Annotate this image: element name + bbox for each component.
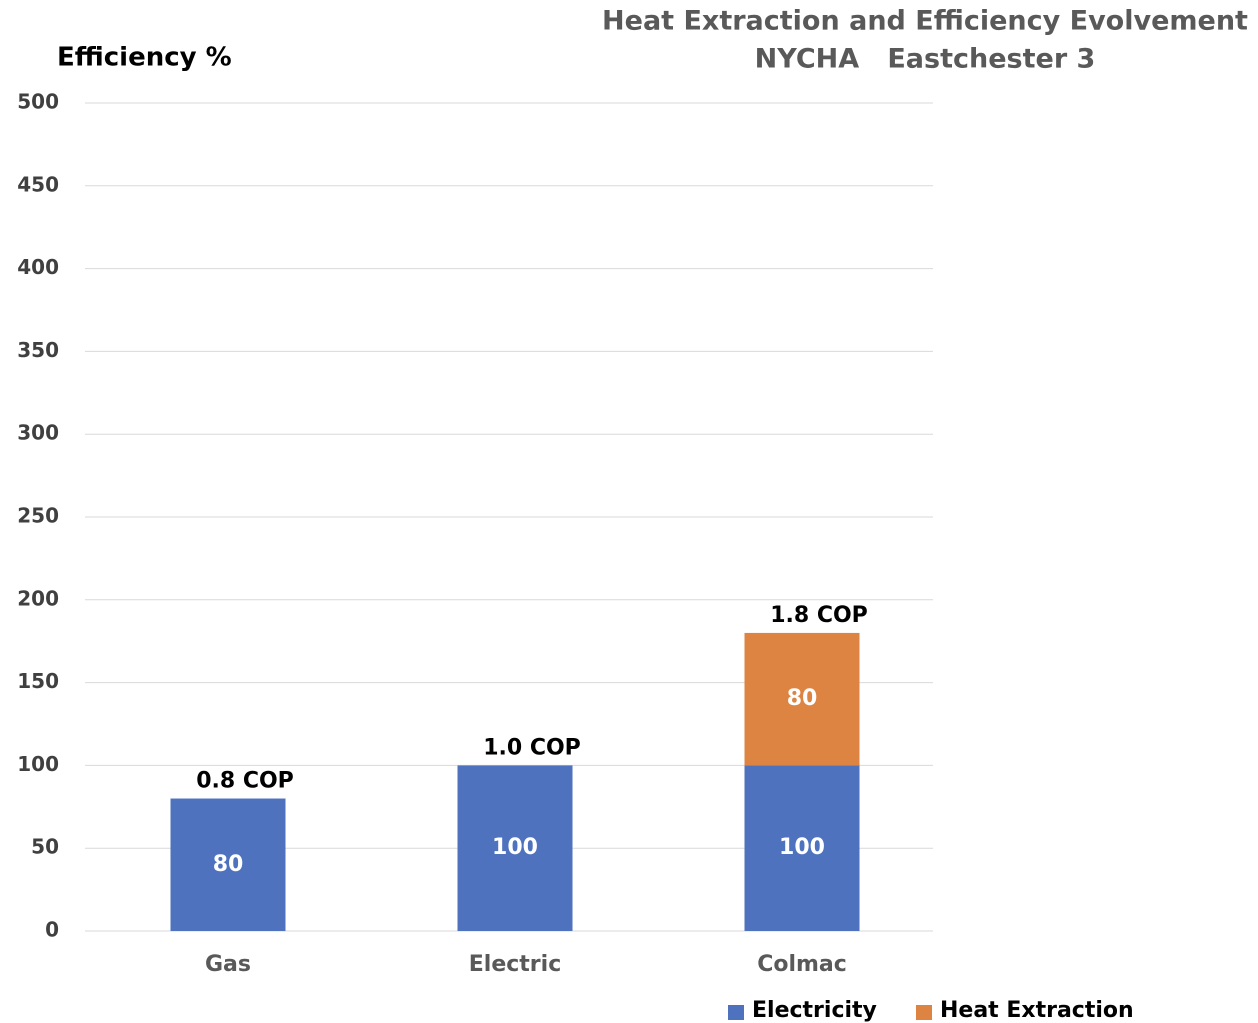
data-label: 100 (779, 835, 825, 860)
bar-segment (744, 765, 860, 931)
annotation: 0.8 COP (196, 769, 294, 794)
y-tick-label: 200 (17, 586, 59, 610)
data-label: 80 (787, 686, 818, 711)
y-tick-label: 350 (17, 338, 59, 362)
legend-swatch (728, 1005, 744, 1020)
legend-label: Heat Extraction (940, 998, 1134, 1023)
y-tick-label: 300 (17, 421, 59, 445)
annotation: 1.0 COP (483, 735, 581, 760)
legend-swatch (916, 1005, 932, 1020)
x-tick-label: Gas (205, 952, 251, 977)
chart-title: Heat Extraction and Efficiency Evolvemen… (602, 6, 1248, 37)
data-label: 100 (492, 835, 538, 860)
y-tick-label: 250 (17, 504, 59, 528)
y-tick-label: 0 (45, 918, 59, 942)
y-axis-label: Efficiency % (57, 43, 232, 73)
chart-subtitle: NYCHA Eastchester 3 (755, 44, 1096, 75)
x-tick-label: Electric (469, 952, 561, 977)
bar-segment (170, 798, 286, 931)
x-tick-label: Colmac (757, 952, 847, 977)
data-label: 80 (213, 852, 244, 877)
y-tick-label: 450 (17, 172, 59, 196)
y-tick-label: 150 (17, 669, 59, 693)
bar-segment (457, 765, 573, 931)
bar-segment (744, 632, 860, 766)
legend-label: Electricity (752, 998, 877, 1023)
y-tick-label: 500 (17, 90, 59, 114)
y-tick-label: 50 (31, 835, 59, 859)
y-tick-label: 400 (17, 255, 59, 279)
annotation: 1.8 COP (770, 603, 868, 628)
y-tick-label: 100 (17, 752, 59, 776)
